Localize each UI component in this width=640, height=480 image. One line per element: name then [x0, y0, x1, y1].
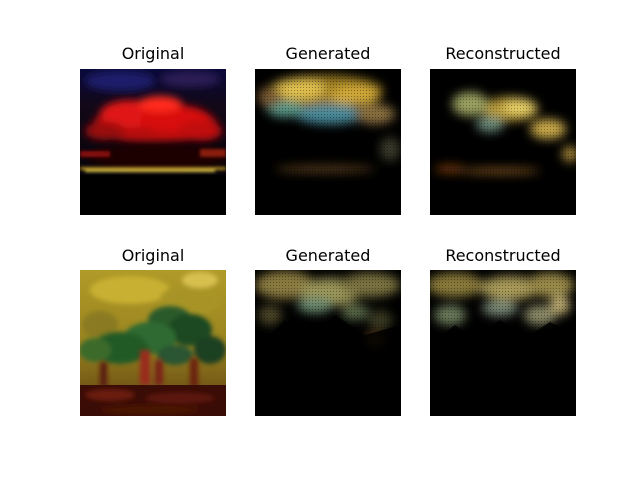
generated-yellow-cyan-clouds [255, 69, 401, 215]
generated-dark-trees [255, 270, 401, 416]
panel-title-row2-generated: Generated [285, 246, 371, 265]
panel-title-row2-reconstructed: Reconstructed [445, 246, 561, 265]
yellow-sky-olive-trees-painting [80, 270, 226, 416]
reconstructed-yellow-clouds [430, 69, 576, 215]
image-row1-original [80, 69, 226, 215]
image-row1-reconstructed [430, 69, 576, 215]
image-row2-reconstructed [430, 270, 576, 416]
image-row2-generated [255, 270, 401, 416]
red-sunset-sky-painting [80, 69, 226, 215]
image-row1-generated [255, 69, 401, 215]
image-row2-original [80, 270, 226, 416]
panel-title-row1-reconstructed: Reconstructed [445, 44, 561, 63]
panel-title-row2-original: Original [121, 246, 185, 265]
panel-title-row1-original: Original [121, 44, 185, 63]
panel-title-row1-generated: Generated [285, 44, 371, 63]
reconstructed-dark-trees [430, 270, 576, 416]
